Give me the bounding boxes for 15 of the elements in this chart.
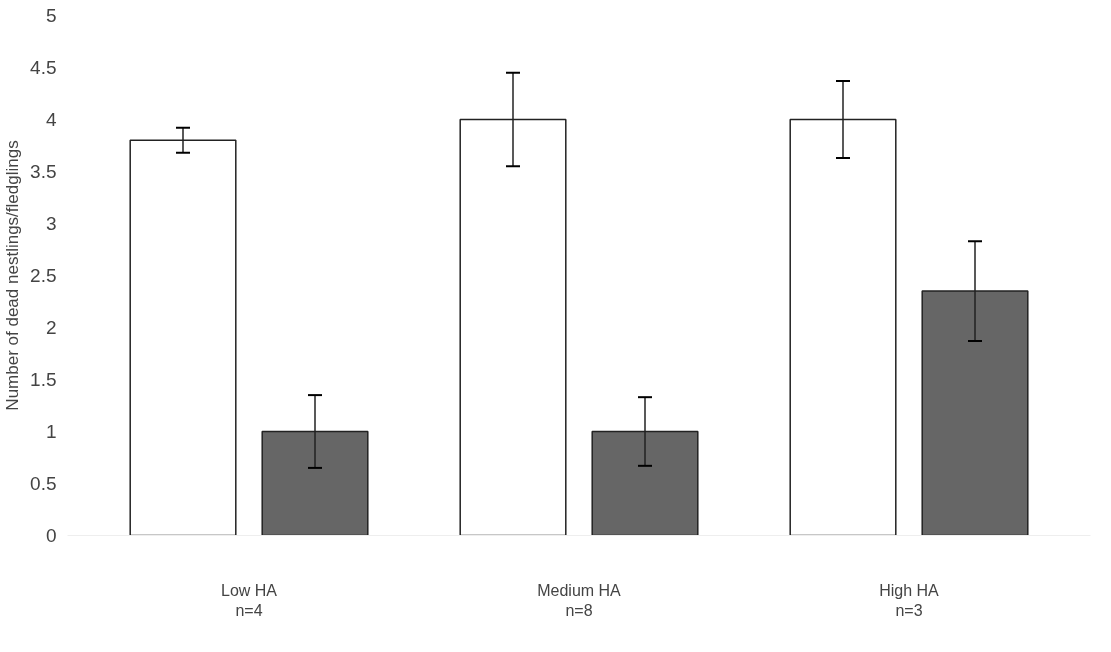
- y-tick-label: 2.5: [30, 265, 57, 286]
- y-tick-label: 1.5: [30, 369, 57, 390]
- y-tick-label: 5: [45, 5, 57, 26]
- y-axis-title: Number of dead nestlings/fledglings: [3, 140, 23, 411]
- y-tick-label: 0.5: [30, 473, 57, 494]
- y-tick-label: 3: [45, 213, 57, 234]
- y-tick-label: 2: [45, 317, 57, 338]
- x-tick-label: Medium HA n=8: [537, 581, 622, 619]
- x-tick-label: High HA n=3: [879, 581, 940, 619]
- x-tick-label: Low HA n=4: [220, 581, 278, 619]
- y-tick-label: 4: [45, 109, 57, 130]
- y-tick-label: 1: [45, 421, 57, 442]
- y-tick-label: 4.5: [30, 57, 57, 78]
- y-tick-label: 3.5: [30, 161, 57, 182]
- y-tick-label: 0: [45, 525, 57, 546]
